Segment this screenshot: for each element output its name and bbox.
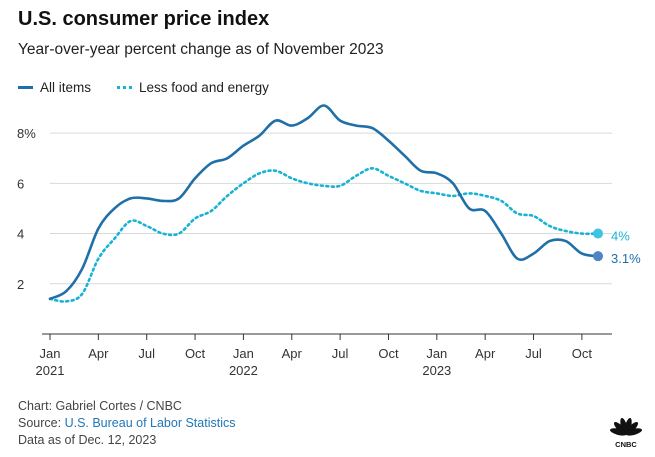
chart-footer: Chart: Gabriel Cortes / CNBC Source: U.S… [18,398,235,449]
data-date: Data as of Dec. 12, 2023 [18,433,157,447]
label-layer: 4% 3.1% [593,228,641,266]
x-tick-label: Oct [185,346,206,361]
legend-swatch-all-items [18,85,33,89]
chart-source: Source: U.S. Bureau of Labor Statistics [18,415,235,432]
legend: All items Less food and energy [18,78,295,96]
source-prefix: Source: [18,416,65,430]
end-label-core: 4% [611,229,630,244]
legend-item-all-items: All items [18,80,91,95]
y-tick-label: 2 [17,277,24,292]
x-tick-year: 2022 [229,363,258,378]
logo-text: CNBC [615,440,637,449]
series-line-all-items [48,104,600,301]
x-tick-label: Jul [332,346,349,361]
x-tick-year: 2023 [422,363,451,378]
legend-swatch-core [117,85,133,89]
y-tick-label: 6 [17,176,24,191]
x-tick-label: Jul [138,346,155,361]
x-tick-label: Apr [88,346,109,361]
series-line-core [48,167,600,303]
x-axis: Jan 2021 Apr Jul Oct Jan 2022 Apr Jul Oct Jan 2023 A… [36,333,612,378]
x-tick-label: Jan [426,346,447,361]
x-tick-year: 2021 [36,363,65,378]
y-tick-label: 4 [17,227,24,242]
legend-label-core: Less food and energy [139,79,269,95]
chart-credit: Chart: Gabriel Cortes / CNBC [18,399,182,413]
x-tick-label: Apr [282,346,303,361]
y-tick-label: 8% [17,126,36,141]
end-point-core [593,228,603,239]
x-tick-label: Apr [475,346,496,361]
chart-subtitle: Year-over-year percent change as of Nove… [18,41,384,58]
legend-item-core: Less food and energy [117,80,269,95]
x-tick-label: Jul [525,346,542,361]
grid-layer: 2 4 6 8% [17,126,612,292]
end-point-all-items [593,251,603,262]
x-tick-label: Jan [233,346,254,361]
x-tick-label: Oct [378,346,399,361]
source-link[interactable]: U.S. Bureau of Labor Statistics [64,416,236,430]
chart-title: U.S. consumer price index [18,8,270,30]
legend-label-all-items: All items [40,79,92,95]
series-layer [48,104,600,303]
x-tick-label: Jan [40,346,61,361]
x-tick-label: Oct [572,346,593,361]
peacock-icon: CNBC [610,418,642,449]
end-label-all-items: 3.1% [611,251,641,266]
